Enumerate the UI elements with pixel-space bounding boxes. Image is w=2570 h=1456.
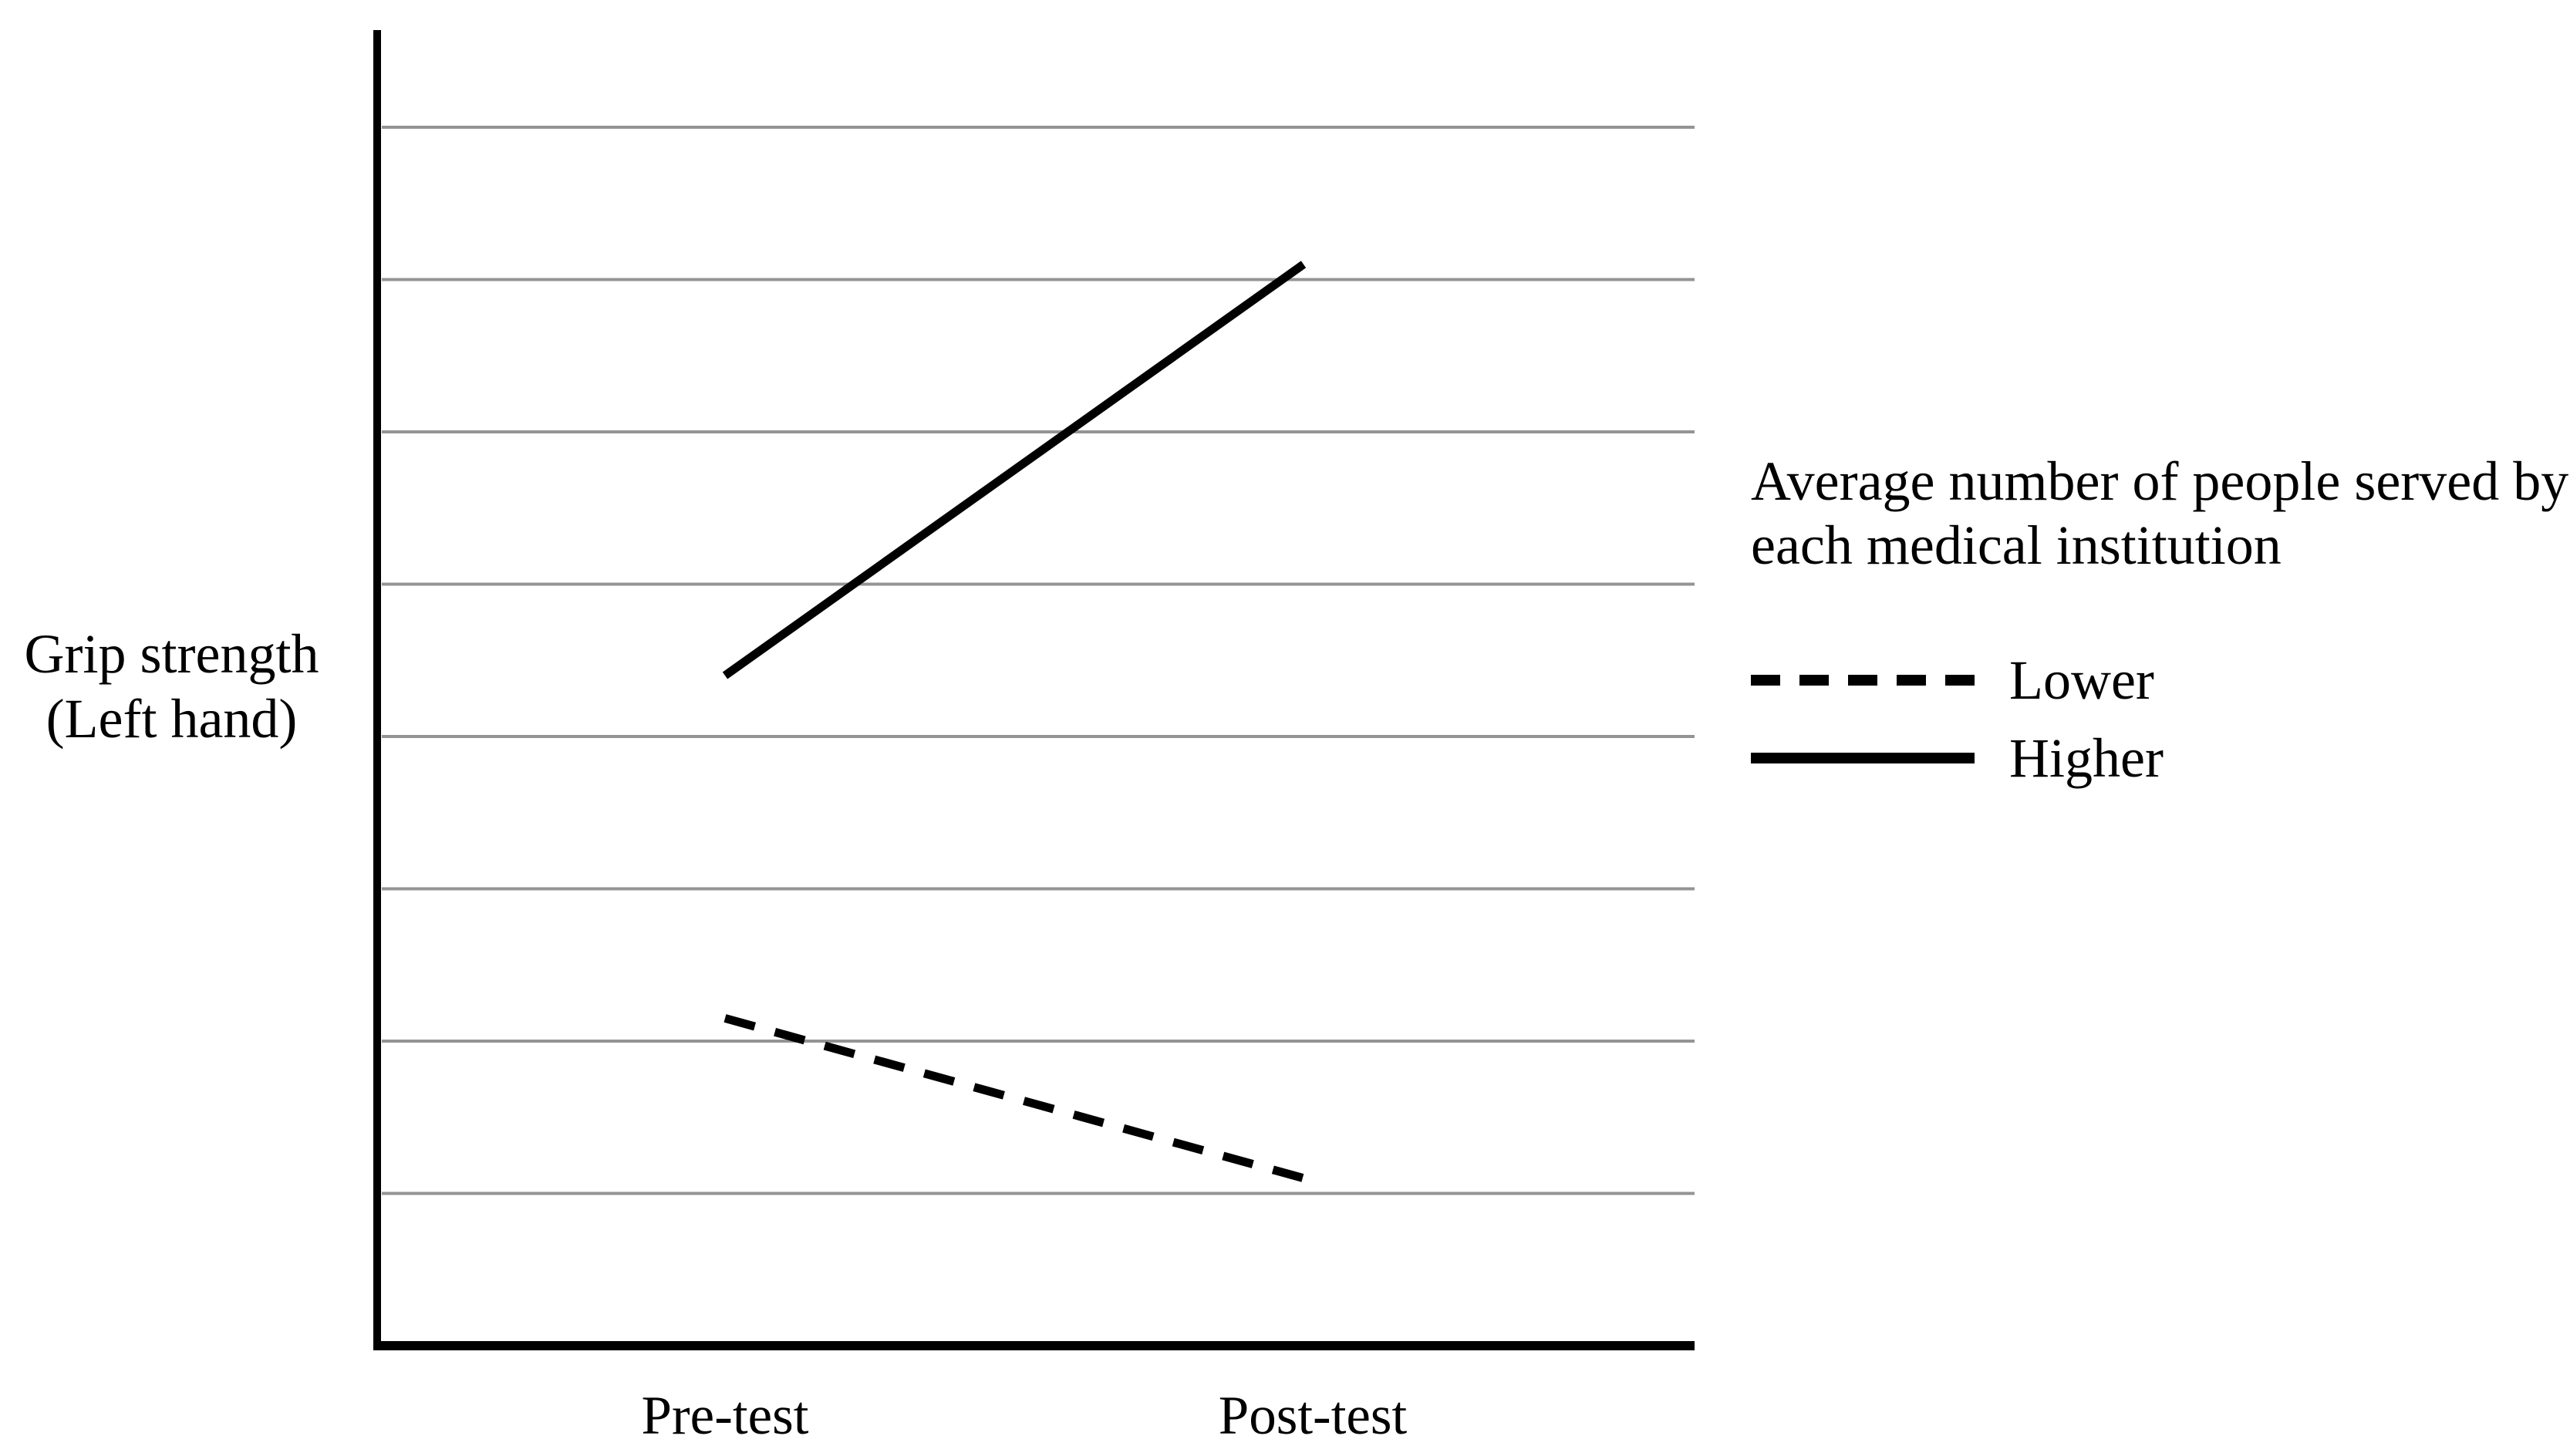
dashed-line-swatch bbox=[1751, 675, 1975, 686]
legend-label-lower: Lower bbox=[2009, 649, 2154, 711]
legend-item-higher: Higher bbox=[1751, 726, 2164, 790]
legend-title-line1: Average number of people served by bbox=[1751, 450, 2569, 512]
y-axis-label-line1: Grip strength bbox=[24, 623, 319, 685]
x-tick-pre-test: Pre-test bbox=[641, 1386, 809, 1446]
legend-title: Average number of people served by each … bbox=[1751, 450, 2568, 578]
legend-label-higher: Higher bbox=[2009, 727, 2164, 789]
x-tick-post-test: Post-test bbox=[1218, 1386, 1408, 1446]
y-axis-label: Grip strength (Left hand) bbox=[0, 622, 343, 751]
legend-item-lower: Lower bbox=[1751, 648, 2154, 713]
y-axis-label-line2: (Left hand) bbox=[46, 688, 298, 750]
solid-line-swatch bbox=[1751, 753, 1975, 763]
legend-title-line2: each medical institution bbox=[1751, 514, 2282, 576]
series-line-higher bbox=[722, 261, 1307, 679]
